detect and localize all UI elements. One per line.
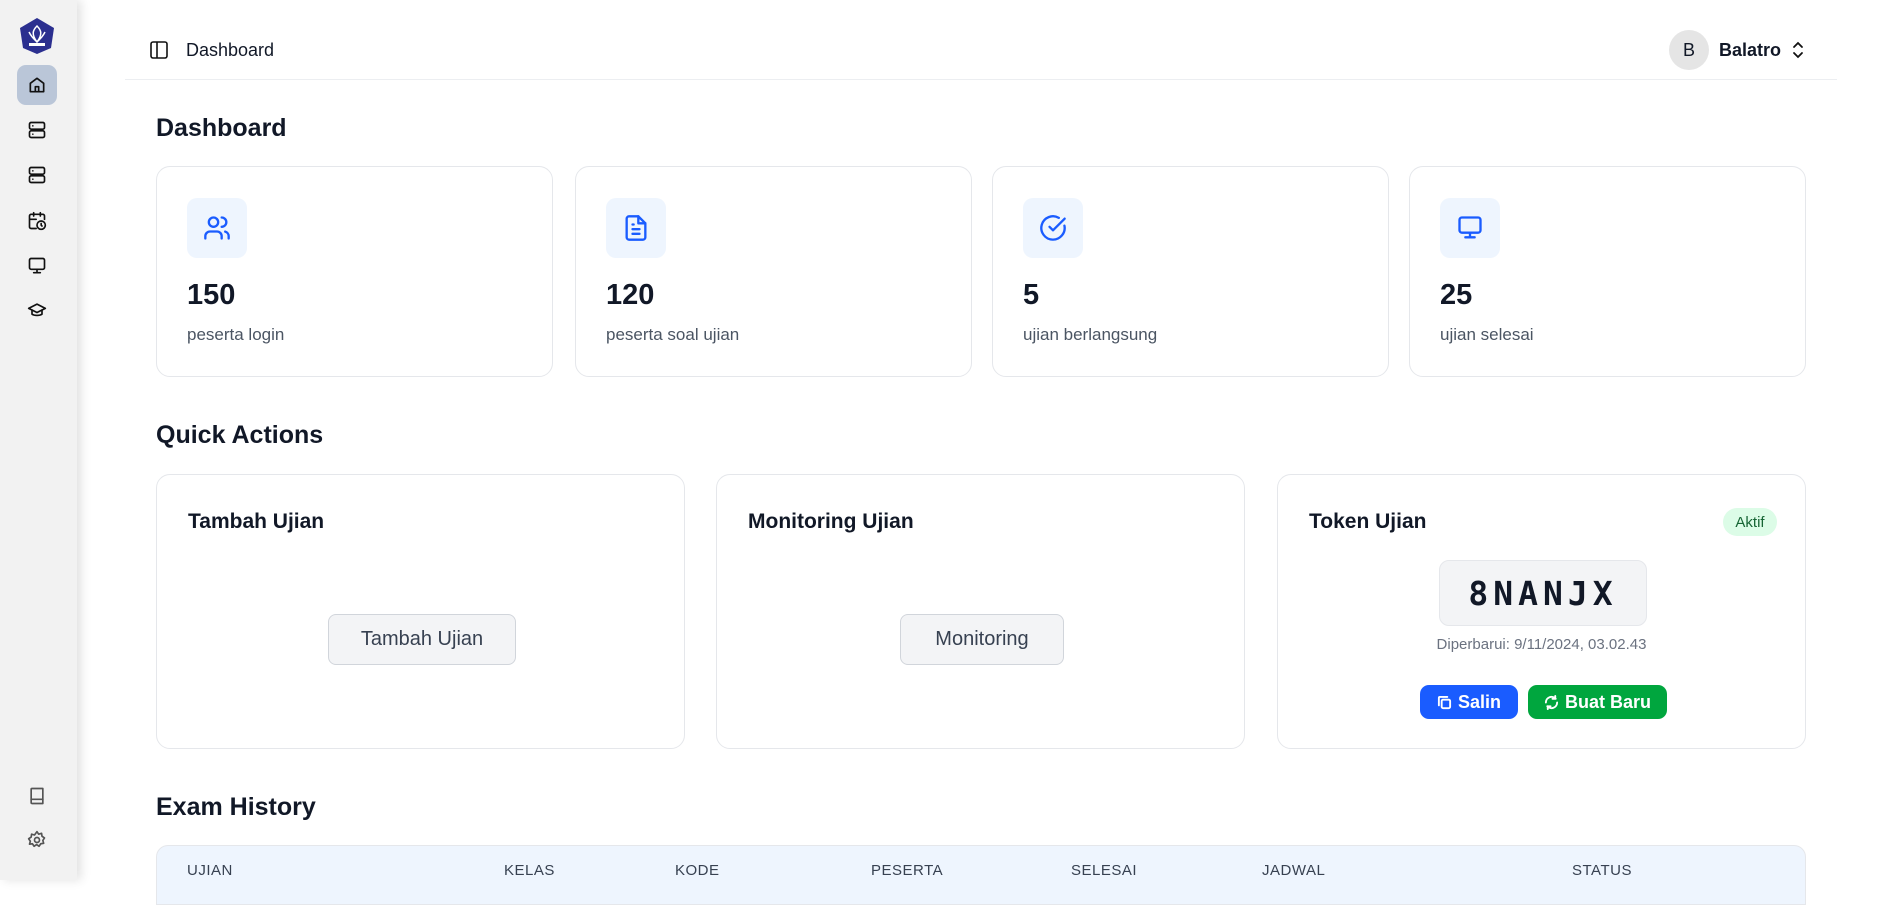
column-header-status[interactable]: STATUS <box>1572 862 1632 879</box>
stat-label: peserta soal ujian <box>606 325 740 344</box>
book-icon <box>30 787 44 805</box>
sidebar-item-home[interactable] <box>17 65 57 105</box>
stat-value: 25 <box>1440 279 1473 311</box>
token-updated: Diperbarui: 9/11/2024, 03.02.43 <box>1436 636 1647 653</box>
quick-actions-title: Quick Actions <box>156 421 324 449</box>
home-icon <box>29 77 45 93</box>
sidebar-item-monitor[interactable] <box>17 246 57 286</box>
file-text-icon <box>625 215 647 241</box>
institution-logo <box>20 18 54 54</box>
column-header-kelas[interactable]: KELAS <box>504 862 555 879</box>
monitor-icon <box>28 257 46 274</box>
card-title: Token Ujian <box>1309 510 1427 533</box>
server-icon <box>28 166 46 184</box>
page-title: Dashboard <box>156 114 287 142</box>
copy-icon <box>1437 695 1452 709</box>
card-title: Tambah Ujian <box>188 510 325 533</box>
tambah-ujian-button[interactable]: Tambah Ujian <box>328 614 516 665</box>
monitor-icon <box>1458 216 1482 239</box>
regenerate-label: Buat Baru <box>1564 691 1651 712</box>
token-ujian-card: Token Ujian Aktif 8NANJX Diperbarui: 9/1… <box>1277 474 1806 749</box>
status-badge: Aktif <box>1723 508 1777 536</box>
exam-history-table-header: UJIAN KELAS KODE PESERTA SELESAI JADWAL … <box>156 845 1806 905</box>
user-name[interactable]: Balatro <box>1719 40 1782 60</box>
stat-value: 150 <box>187 279 236 311</box>
breadcrumb: Dashboard <box>186 40 275 60</box>
exam-history-title: Exam History <box>156 793 316 821</box>
stat-card-selesai: 25 ujian selesai <box>1409 166 1806 377</box>
avatar[interactable]: B <box>1669 30 1709 70</box>
sidebar-toggle-icon[interactable] <box>149 40 169 60</box>
copy-token-button[interactable]: Salin <box>1420 685 1518 719</box>
sidebar-item-data-2[interactable] <box>17 155 57 195</box>
copy-label: Salin <box>1457 691 1501 712</box>
sidebar-item-docs[interactable] <box>17 776 57 816</box>
sidebar-item-settings[interactable] <box>17 820 57 860</box>
regenerate-token-button[interactable]: Buat Baru <box>1528 685 1667 719</box>
token-value: 8NANJX <box>1439 560 1647 626</box>
stat-label: ujian selesai <box>1440 325 1534 344</box>
column-header-selesai[interactable]: SELESAI <box>1071 862 1138 879</box>
stat-label: ujian berlangsung <box>1023 325 1158 344</box>
calendar-clock-icon <box>28 211 47 231</box>
settings-icon <box>27 830 46 848</box>
tambah-ujian-card: Tambah Ujian Tambah Ujian <box>156 474 685 749</box>
chevron-up-down-icon[interactable] <box>1790 40 1806 60</box>
stat-label: peserta login <box>187 325 285 344</box>
sidebar-item-schedule[interactable] <box>17 201 57 241</box>
column-header-jadwal[interactable]: JADWAL <box>1262 862 1326 879</box>
monitoring-button[interactable]: Monitoring <box>900 614 1064 665</box>
stat-card-soal: 120 peserta soal ujian <box>575 166 972 377</box>
top-bar: Dashboard B Balatro <box>125 0 1837 80</box>
column-header-kode[interactable]: KODE <box>675 862 720 879</box>
stat-value: 120 <box>606 279 655 311</box>
column-header-ujian[interactable]: UJIAN <box>187 862 233 879</box>
sidebar-item-students[interactable] <box>17 290 57 330</box>
graduation-cap-icon <box>27 303 47 317</box>
refresh-icon <box>1544 694 1559 710</box>
card-title: Monitoring Ujian <box>748 510 914 533</box>
server-icon <box>28 121 46 139</box>
sidebar <box>0 0 77 880</box>
monitoring-ujian-card: Monitoring Ujian Monitoring <box>716 474 1245 749</box>
check-circle-icon <box>1040 215 1066 241</box>
sidebar-item-data-1[interactable] <box>17 110 57 150</box>
stat-card-login: 150 peserta login <box>156 166 553 377</box>
column-header-peserta[interactable]: PESERTA <box>871 862 944 879</box>
stat-value: 5 <box>1023 279 1040 311</box>
users-icon <box>204 216 230 240</box>
stat-card-berlangsung: 5 ujian berlangsung <box>992 166 1389 377</box>
